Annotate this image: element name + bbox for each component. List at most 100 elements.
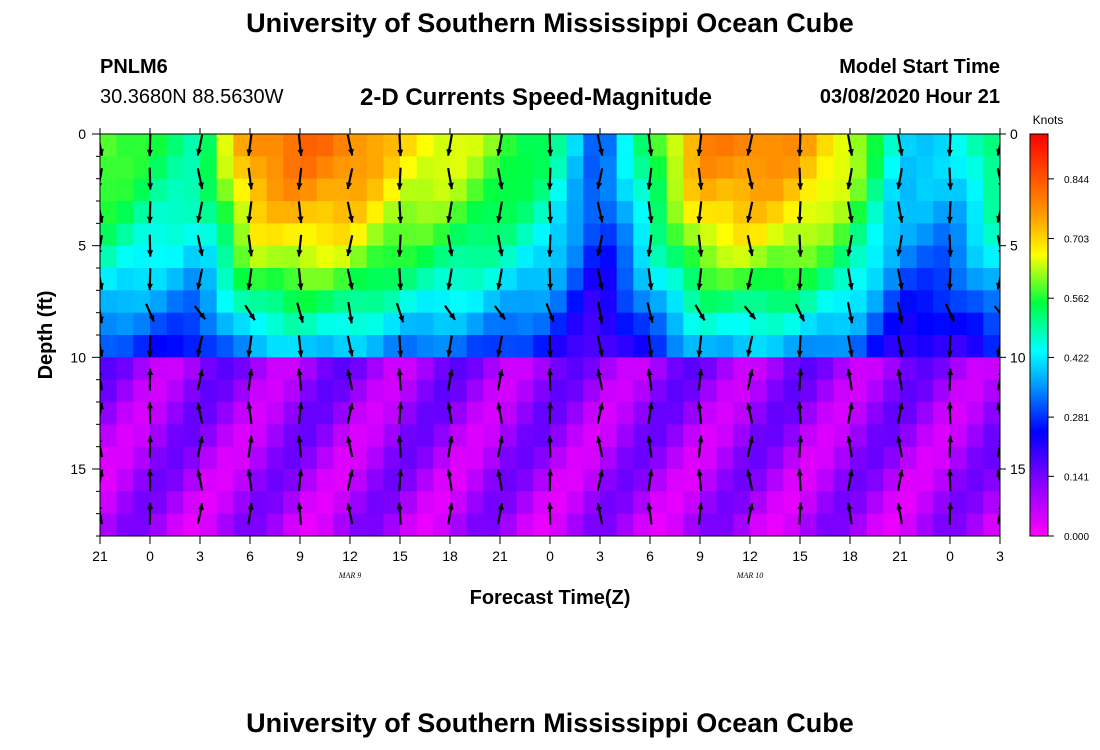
current-vector-head [197, 182, 204, 190]
heatmap-cell [400, 335, 418, 358]
current-vector-head [597, 215, 604, 223]
current-vector-head [896, 369, 903, 376]
current-vector-head [647, 469, 654, 477]
x-tick-label: 12 [342, 548, 358, 564]
current-vector-head [247, 249, 254, 257]
current-vector-head [297, 469, 304, 476]
x-tick-label: 12 [742, 548, 758, 564]
heatmap-cell [766, 134, 784, 157]
heatmap-cell [166, 335, 184, 358]
heatmap-cell [200, 335, 218, 358]
heatmap-cell [850, 424, 868, 448]
current-vector-head [997, 250, 1000, 254]
heatmap-cell [416, 134, 434, 157]
current-vector-head [196, 402, 203, 410]
current-vector-head [696, 283, 703, 290]
x-tick-label: 3 [596, 548, 604, 564]
heatmap-cell [300, 156, 318, 180]
current-vector-head [196, 148, 203, 156]
heatmap-cell [316, 134, 334, 157]
heatmap-cell [650, 357, 668, 381]
heatmap-cell [500, 513, 518, 536]
heatmap-cell [333, 178, 351, 202]
heatmap-cell [816, 156, 834, 180]
heatmap-cell [733, 513, 751, 536]
heatmap-cell [233, 268, 251, 291]
current-vector-head [197, 369, 204, 377]
heatmap-cell [950, 268, 968, 291]
heatmap-cell [216, 178, 234, 202]
heatmap-cell [166, 402, 184, 425]
heatmap-cell [100, 446, 118, 470]
current-vector-head [846, 503, 853, 510]
heatmap-cell [283, 357, 301, 381]
heatmap-cell [166, 156, 184, 180]
heatmap-cell [466, 290, 484, 314]
heatmap-cell [483, 312, 501, 336]
heatmap-cell [916, 290, 934, 314]
x-tick-label: 3 [996, 548, 1004, 564]
current-vector-head [397, 402, 404, 409]
heatmap-cell [150, 245, 168, 269]
current-vector-head [596, 436, 603, 444]
heatmap-cell [350, 156, 368, 180]
heatmap-cell [900, 223, 918, 247]
heatmap-cell [916, 156, 934, 180]
heatmap-cell [433, 223, 451, 247]
current-vector-head [747, 369, 754, 377]
current-vector-head [146, 469, 153, 476]
heatmap-cell [150, 290, 168, 314]
heatmap-cell [450, 469, 468, 492]
current-vector-head [696, 216, 703, 223]
heatmap-cell [950, 335, 968, 358]
heatmap-cell [816, 357, 834, 381]
heatmap-cell [633, 446, 651, 470]
heatmap-cell [916, 134, 934, 157]
heatmap-cell [983, 178, 1000, 202]
heatmap-cell [350, 446, 368, 470]
current-vector-head [246, 350, 253, 357]
current-vector-head [947, 502, 954, 510]
current-vector-head [546, 435, 553, 443]
heatmap-cell [833, 402, 851, 425]
heatmap-cell [866, 469, 884, 492]
heatmap-cell [316, 178, 334, 202]
current-vector-head [397, 350, 404, 358]
heatmap-cell [416, 379, 434, 403]
current-vector-head [897, 402, 904, 410]
heatmap-cell [100, 290, 118, 314]
heatmap-cell [133, 402, 151, 425]
heatmap-cell [133, 245, 151, 269]
heatmap-cell [283, 245, 301, 269]
current-vector-head [246, 402, 253, 410]
footer-title: University of Southern Mississippi Ocean… [246, 708, 854, 738]
heatmap-cell [683, 402, 701, 425]
heatmap-cell [700, 134, 718, 157]
current-vector-head [246, 149, 253, 156]
heatmap-cell [533, 446, 551, 470]
heatmap-cell [266, 357, 284, 381]
current-vector-head [647, 216, 654, 223]
current-vector-head [996, 282, 1000, 290]
current-vector-head [398, 315, 405, 323]
current-vector-head [797, 183, 804, 190]
heatmap-cell [866, 424, 884, 448]
current-vector-head [897, 215, 904, 223]
current-vector-head [497, 182, 504, 190]
heatmap-cell [983, 245, 1000, 269]
heatmap-cell [966, 245, 984, 269]
heatmap-cell [450, 357, 468, 381]
heatmap-cell [766, 178, 784, 202]
heatmap-cell [350, 513, 368, 536]
x-tick-label: 0 [146, 548, 154, 564]
heatmap-cell [566, 513, 584, 536]
heatmap-cell [266, 156, 284, 180]
heatmap-cell [216, 491, 234, 515]
heatmap-cell [983, 156, 1000, 180]
heatmap-cell [616, 268, 634, 291]
heatmap-cell [850, 446, 868, 470]
heatmap-cell [816, 178, 834, 202]
current-vector-head [196, 215, 203, 223]
heatmap-cell [316, 424, 334, 448]
heatmap-cell [783, 513, 801, 536]
